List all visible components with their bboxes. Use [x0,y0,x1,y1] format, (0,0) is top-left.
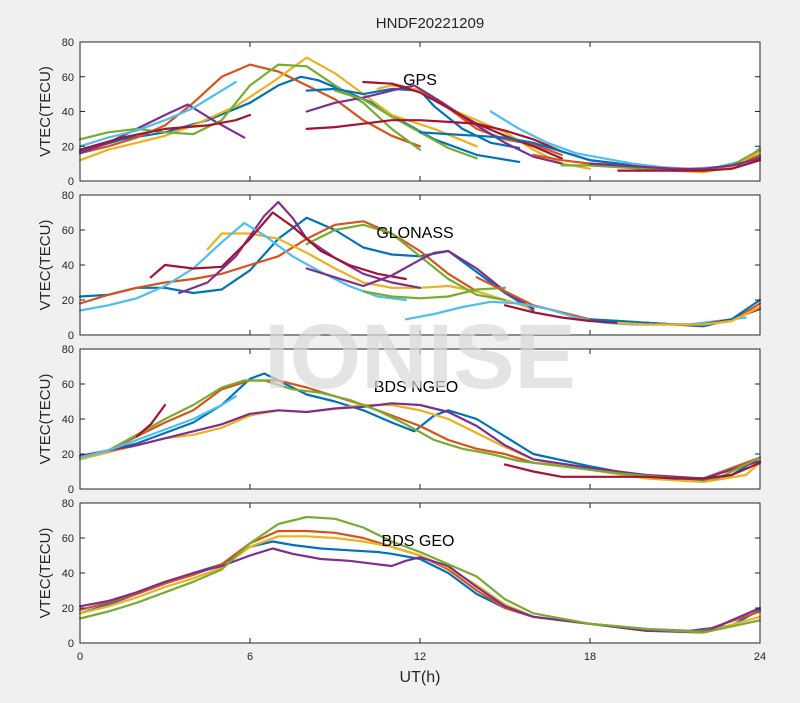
series-line-5 [78,515,762,634]
panel-label: GPS [403,72,437,89]
chart-title: HNDF20221209 [376,15,484,32]
x-tick-label: 0 [77,651,83,663]
series-line-16 [489,110,762,170]
y-tick-label: 60 [62,225,74,237]
series-line-1 [78,372,762,482]
x-tick-label: 12 [414,651,426,663]
series-line-13 [362,80,563,160]
y-tick-label: 20 [62,141,74,153]
y-tick-label: 60 [62,533,74,545]
x-tick-label: 18 [584,651,596,663]
series-line-5 [78,379,762,480]
series-line-3 [206,232,535,310]
y-tick-label: 20 [62,295,74,307]
y-tick-label: 40 [62,107,74,119]
panel-label: BDS NGEO [374,379,458,396]
series-line-6 [78,395,237,459]
series-line-8 [305,249,535,310]
y-tick-label: 80 [62,498,74,510]
series-line-6 [78,221,407,312]
series-line-7 [135,403,167,438]
y-tick-label: 0 [68,638,74,650]
series-line-6 [78,80,237,148]
y-axis-label: VTEC(TECU) [37,528,54,619]
series-line-11 [305,84,563,165]
series-line-5 [78,63,422,151]
y-tick-label: 80 [62,344,74,356]
series-line-7 [78,113,252,151]
series-line-12 [333,89,478,160]
series-line-3 [78,56,478,162]
plot-area [80,503,760,643]
y-tick-label: 60 [62,379,74,391]
panel-2: 0 20 40 60 80 VTEC(TECU) GLONASS [37,190,762,342]
panel-1: 0 20 40 60 80 VTEC(TECU) GPS [37,37,762,188]
series-line-20 [588,157,762,170]
y-tick-label: 80 [62,190,74,202]
series-line-5 [305,223,507,302]
x-axis-label: UT(h) [400,669,441,686]
watermark-text: IONISE [264,306,576,408]
y-tick-label: 20 [62,449,74,461]
y-axis-label: VTEC(TECU) [37,66,54,157]
y-tick-label: 80 [62,37,74,49]
panel-3: 0 20 40 60 80 VTEC(TECU) BDS NGEO [37,344,762,496]
series-line-2 [78,220,478,305]
y-tick-label: 40 [62,260,74,272]
series-line-4 [78,547,762,634]
y-axis-label: VTEC(TECU) [37,374,54,465]
y-tick-label: 0 [68,176,74,188]
series-line-8 [503,461,762,480]
y-tick-label: 60 [62,72,74,84]
panel-label: BDS GEO [382,533,455,550]
series-line-7 [149,211,407,281]
series-line-4 [178,200,422,295]
series-line-4 [78,402,762,480]
series-line-9 [362,286,507,300]
y-tick-label: 0 [68,484,74,496]
plot-area [80,42,760,181]
y-axis-label: VTEC(TECU) [37,220,54,311]
plot-area [80,195,760,335]
y-tick-label: 20 [62,603,74,615]
series-line-21 [617,159,762,172]
series-line-2 [78,63,422,155]
series-line-14 [617,305,762,326]
panel-label: GLONASS [376,225,453,242]
y-tick-label: 0 [68,330,74,342]
x-tick-label: 24 [754,651,766,663]
x-tick-label: 6 [247,651,253,663]
panel-4: 0 20 40 60 80 0 6 12 18 24 VTEC(TECU) BDS GEO [37,498,766,663]
y-tick-label: 40 [62,414,74,426]
y-tick-label: 40 [62,568,74,580]
